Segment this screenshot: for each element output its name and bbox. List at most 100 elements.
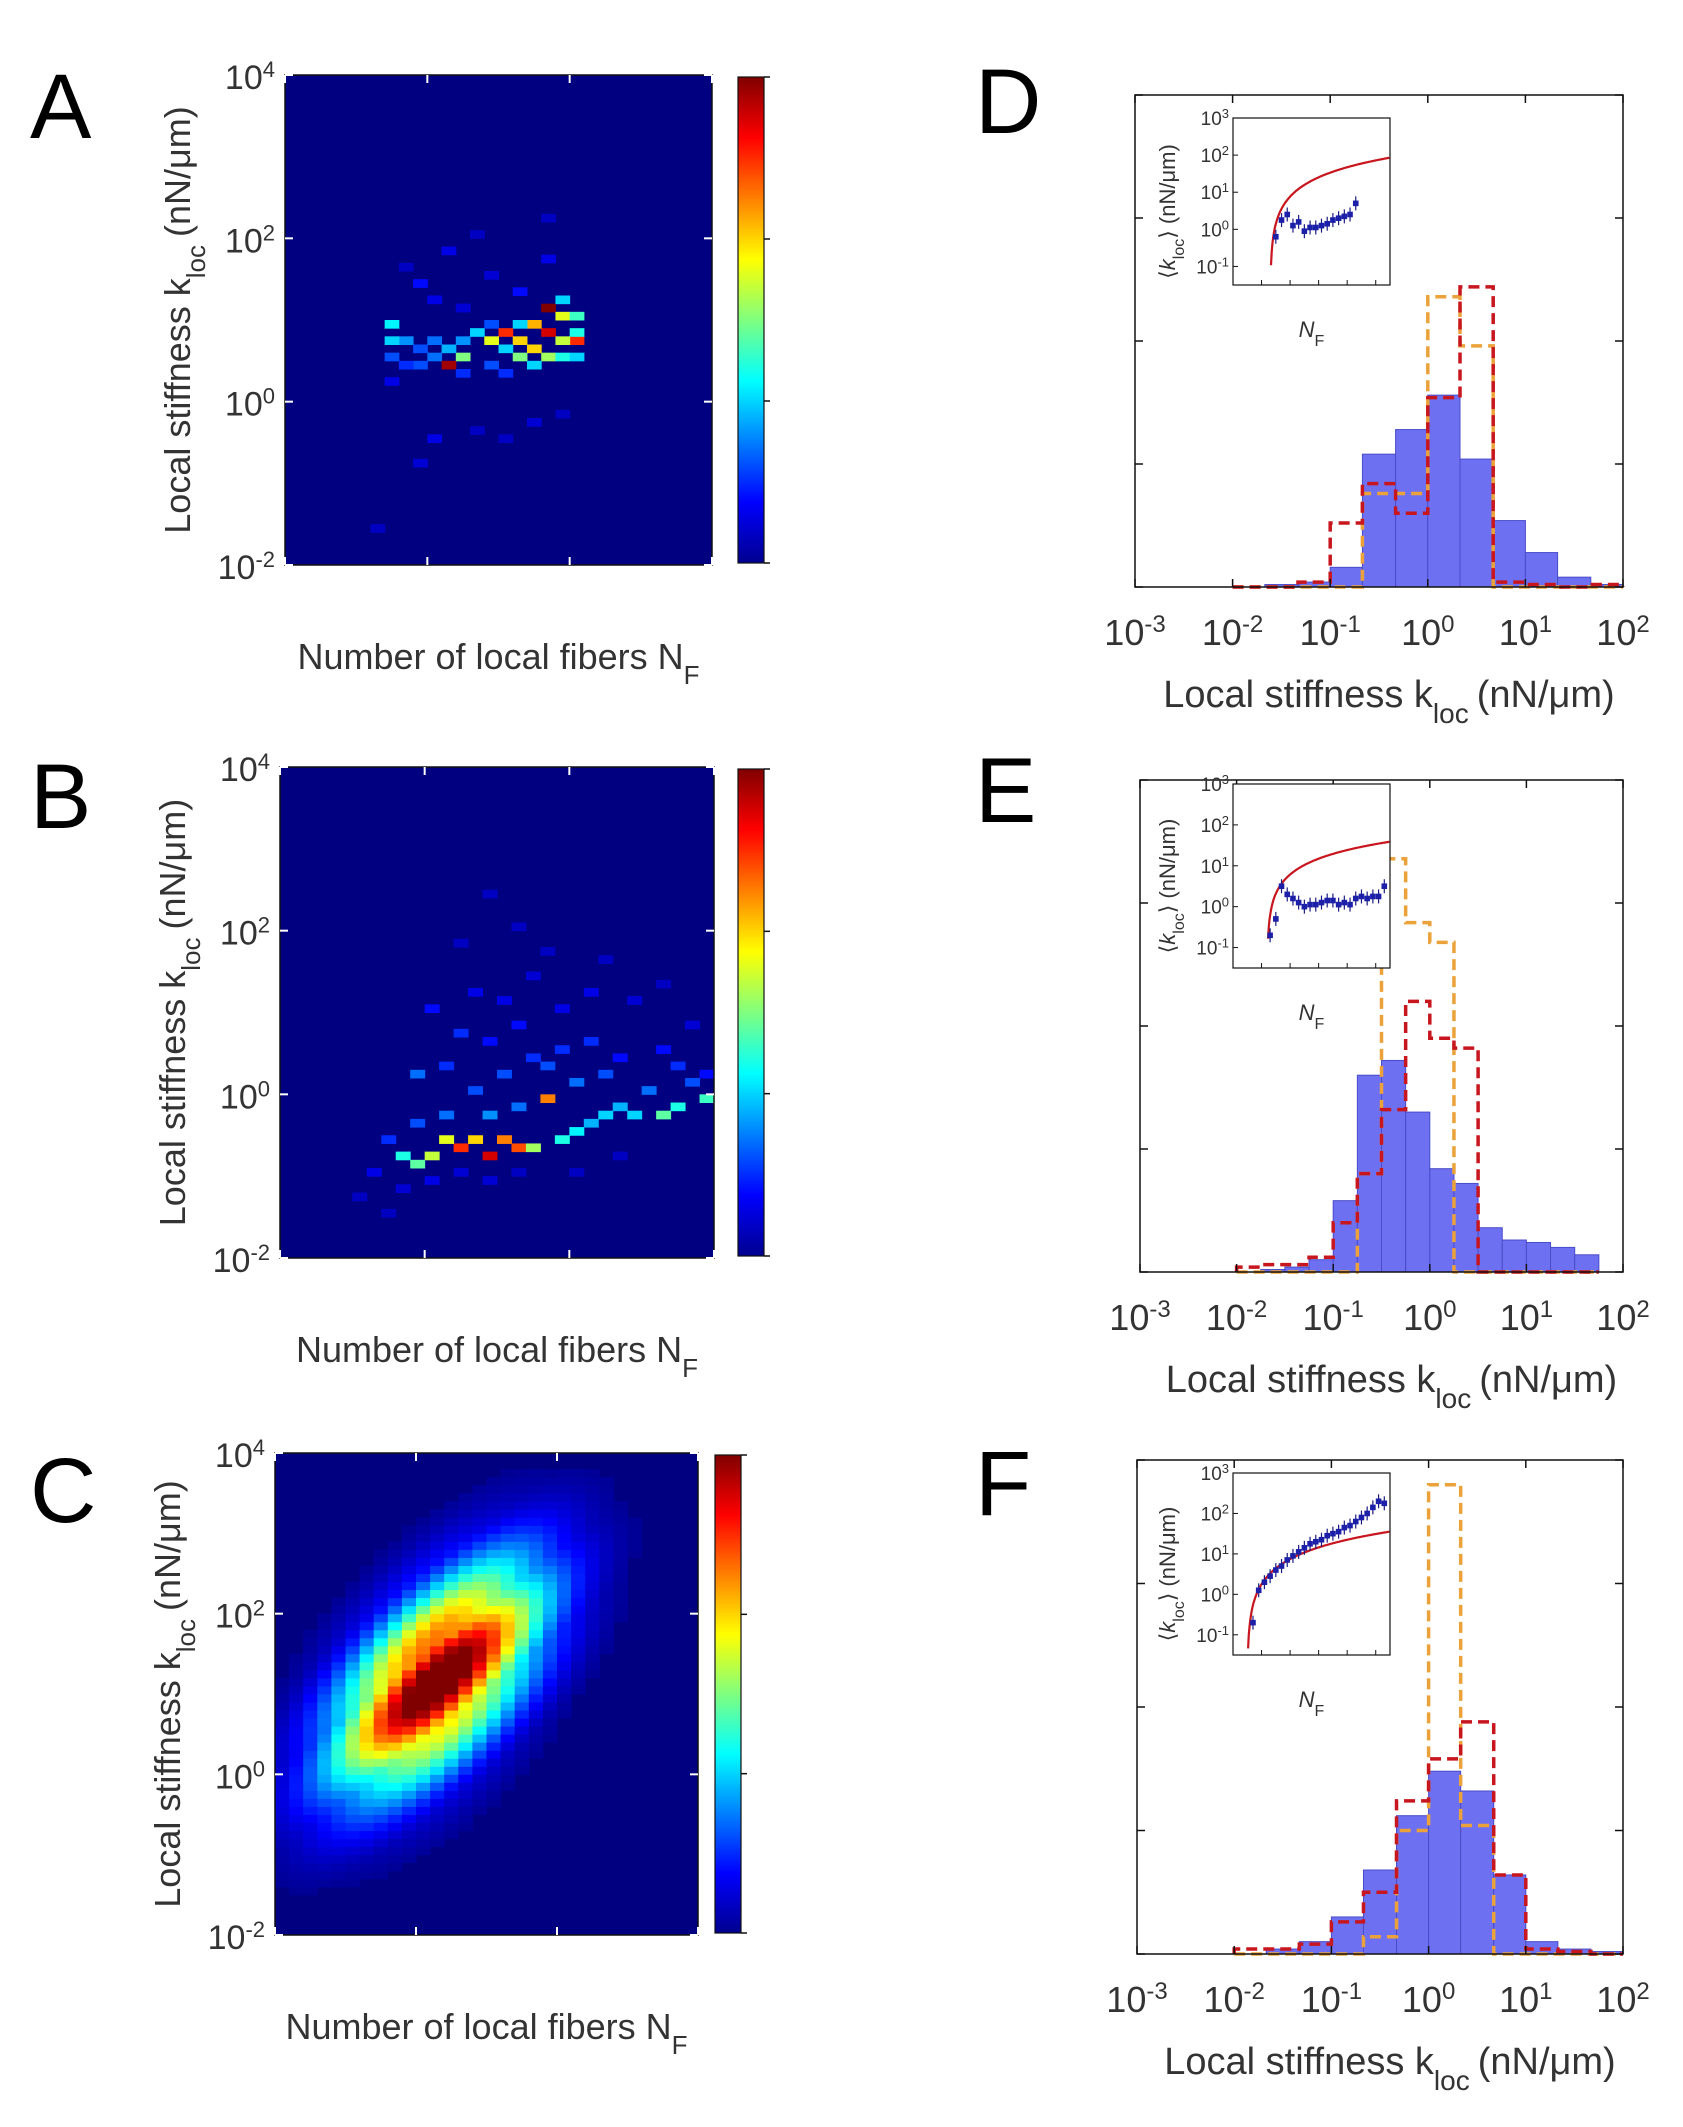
- heatmap-cell: [486, 1726, 502, 1735]
- heatmap-cell: [458, 1742, 473, 1751]
- heatmap-cell: [359, 1573, 375, 1583]
- heatmap-cell: [275, 1878, 290, 1888]
- heatmap-cell: [571, 1685, 586, 1695]
- heatmap-cell: [430, 1790, 445, 1799]
- y-tick-label-text: 102: [215, 1595, 265, 1636]
- histogram-bar-filled: [1524, 552, 1559, 588]
- y-tick-label: 102: [225, 220, 275, 260]
- heatmap-cell: [444, 1830, 459, 1840]
- heatmap-cell: [331, 1878, 346, 1888]
- heatmap-cell: [500, 1621, 516, 1631]
- heatmap-cell: [331, 1806, 346, 1815]
- heatmap-cell: [401, 1806, 417, 1815]
- x-tick-label-exp: 2: [1636, 1296, 1649, 1323]
- heatmap-cell: [331, 1766, 346, 1775]
- heatmap-cell: [444, 1734, 459, 1743]
- heatmap-cell: [472, 1581, 487, 1591]
- heatmap-cell: [416, 1710, 431, 1719]
- heatmap-cell: [430, 1750, 445, 1759]
- heatmap-cell: [514, 1541, 530, 1550]
- heatmap-cell: [542, 1581, 558, 1591]
- inset-data-point: [1273, 1567, 1279, 1573]
- heatmap-cell: [472, 1589, 487, 1599]
- heatmap-cell: [416, 1557, 431, 1566]
- heatmap-cell: [416, 1694, 431, 1703]
- heatmap-cell: [528, 1589, 544, 1599]
- inset-y-tick-label-exp: -1: [1217, 254, 1229, 269]
- x-tick-label-exp: -2: [1244, 1978, 1265, 2005]
- heatmap-cell: [303, 1677, 318, 1687]
- inset-y-tick-label-exp: 0: [1222, 1582, 1229, 1597]
- heatmap-cell: [455, 352, 471, 362]
- heatmap-cell: [331, 1846, 346, 1856]
- x-tick-label-text: 102: [1596, 611, 1649, 654]
- inset-data-point: [1341, 899, 1348, 906]
- heatmap-cell: [542, 1541, 558, 1550]
- heatmap-cell: [542, 1685, 558, 1695]
- inset-y-tick-label-base: 10: [1201, 857, 1222, 878]
- heatmap-cell: [444, 1533, 459, 1542]
- inset-data-point: [1307, 224, 1313, 231]
- heatmap-cell: [486, 1637, 502, 1647]
- inset-x-axis-label: NF: [1299, 317, 1325, 350]
- heatmap-cell: [303, 1790, 318, 1799]
- heatmap-cell: [528, 1645, 544, 1655]
- heatmap-cell: [500, 1685, 516, 1695]
- inset-data-point: [1324, 897, 1330, 904]
- inset-data-point: [1312, 1538, 1319, 1545]
- heatmap-cell: [373, 1629, 389, 1639]
- inset-y-tick-label-exp: 2: [1222, 812, 1229, 827]
- inset-y-axis-label-trail: ⟩ (nN/μm): [1155, 1507, 1180, 1602]
- heatmap-cell: [430, 1694, 445, 1703]
- heatmap-cell: [331, 1629, 346, 1639]
- x-axis-label-main: Local stiffness k: [1164, 2041, 1435, 2083]
- y-tick-label: 10-2: [213, 1240, 270, 1281]
- inset-data-point: [1273, 233, 1279, 240]
- heatmap-cell: [331, 1661, 346, 1671]
- heatmap-cell: [289, 1750, 304, 1759]
- heatmap-cell: [472, 1501, 487, 1510]
- heatmap-cell: [583, 987, 599, 997]
- colorbar: [737, 76, 765, 564]
- heatmap-cell: [569, 1167, 585, 1177]
- heatmap-cell: [541, 254, 556, 264]
- histogram-bar-filled: [1453, 1182, 1479, 1273]
- heatmap-cell: [571, 1661, 586, 1671]
- heatmap-cell: [303, 1653, 318, 1663]
- x-tick-label-base: 10: [1403, 1297, 1443, 1338]
- heatmap-cell: [303, 1846, 318, 1856]
- heatmap-cell: [345, 1798, 361, 1807]
- heatmap-cell: [401, 1830, 417, 1840]
- heatmap-cell: [486, 1597, 502, 1607]
- heatmap-cell: [289, 1886, 304, 1896]
- heatmap-cell: [528, 1533, 544, 1542]
- heatmap-cell: [416, 1525, 431, 1534]
- x-axis-label-sub: F: [682, 1353, 698, 1383]
- heatmap-cell: [430, 1710, 445, 1719]
- plot-frame: [274, 1452, 699, 1936]
- heatmap-cell: [514, 1742, 530, 1751]
- x-tick-label-text: 10-3: [1109, 1296, 1170, 1339]
- heatmap-cell: [585, 1597, 600, 1607]
- heatmap-cell: [526, 320, 542, 329]
- heatmap-cell: [455, 303, 471, 313]
- heatmap-cell: [289, 1814, 304, 1824]
- heatmap-cell: [359, 1702, 375, 1711]
- heatmap-cell: [416, 1573, 431, 1583]
- heatmap-cell: [359, 1790, 375, 1799]
- x-axis-label: Number of local fibers NF: [285, 2006, 687, 2060]
- heatmap-cell: [514, 1653, 530, 1663]
- inset-x-axis-label-sub: F: [1315, 1016, 1325, 1033]
- heatmap-cell: [599, 1645, 614, 1655]
- heatmap-cell: [458, 1533, 473, 1542]
- y-tick-label-text: 100: [215, 1756, 265, 1797]
- heatmap-cell: [401, 1685, 417, 1695]
- heatmap-cell: [345, 1774, 361, 1783]
- inset-data-point: [1352, 895, 1359, 902]
- heatmap-cell: [458, 1493, 473, 1502]
- heatmap-cell: [416, 1685, 431, 1695]
- heatmap-cell: [387, 1573, 403, 1583]
- heatmap-cell: [585, 1653, 600, 1663]
- heatmap-cell: [303, 1830, 318, 1840]
